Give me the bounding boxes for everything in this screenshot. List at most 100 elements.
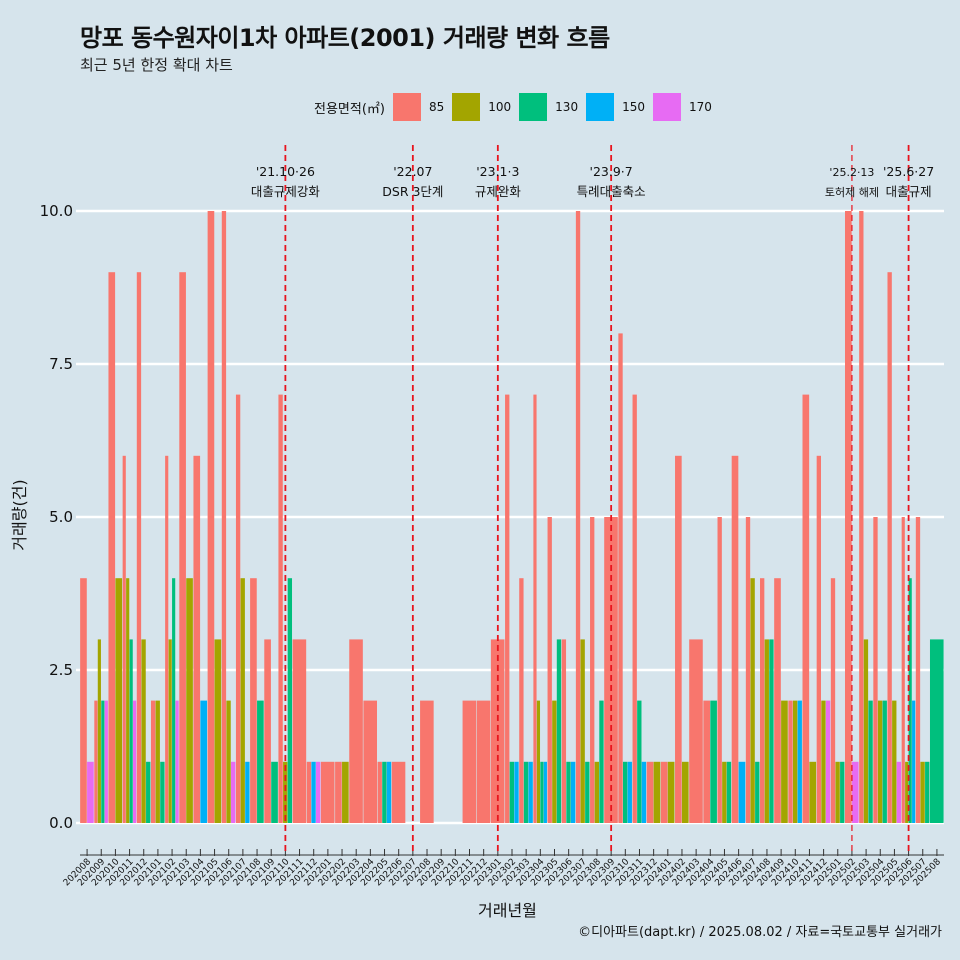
- bar-130-202110: [287, 578, 293, 823]
- bar-85-202308: [590, 517, 595, 823]
- bar-85-202506: [901, 517, 905, 823]
- bar-85-202501: [830, 578, 836, 823]
- bar-100-202110: [283, 761, 288, 823]
- bar-100-202504: [877, 700, 883, 823]
- bar-85-202105: [207, 211, 215, 823]
- legend-swatch: [392, 93, 421, 121]
- bar-170-202112: [316, 761, 321, 823]
- bar-85-202310: [618, 333, 623, 823]
- y-tick-label: 10.0: [40, 202, 73, 220]
- bar-130-202306: [566, 761, 571, 823]
- bar-85-202405: [717, 517, 722, 823]
- bar-130-202307: [585, 761, 590, 823]
- y-axis-title: 거래량(건): [10, 479, 29, 551]
- event-name-label: DSR 3단계: [382, 184, 443, 199]
- legend-label: 100: [488, 100, 512, 114]
- bar-85-202108: [250, 578, 257, 823]
- bar-100-202101: [155, 700, 160, 823]
- bar-150-202410: [797, 700, 802, 823]
- bar-150-202205: [386, 761, 392, 823]
- bar-130-202404: [710, 700, 717, 823]
- legend-label: 85: [428, 100, 445, 114]
- bar-85-202306: [561, 639, 567, 823]
- bar-85-202011: [122, 455, 126, 823]
- bar-170-202011: [133, 700, 137, 823]
- bar-130-202407: [755, 761, 760, 823]
- bar-85-202208: [420, 700, 434, 823]
- bar-100-202405: [722, 761, 727, 823]
- bar-130-202305: [556, 639, 562, 823]
- event-name-label: 토허제 해제: [825, 185, 879, 199]
- bar-130-202102: [172, 578, 176, 823]
- event-name-label: 규제완화: [475, 184, 522, 199]
- bar-130-202009: [101, 700, 105, 823]
- bar-100-202308: [594, 761, 599, 823]
- bar-100-202011: [126, 578, 130, 823]
- bar-100-202410: [792, 700, 798, 823]
- bar-85-202311: [632, 394, 637, 823]
- bar-170-202008: [87, 761, 94, 823]
- bar-170-202106: [231, 761, 236, 823]
- bar-85-202112: [306, 761, 312, 823]
- bar-85-202304: [533, 394, 537, 823]
- bar-150-202506: [912, 700, 916, 823]
- bar-100-202505: [892, 700, 897, 823]
- legend-item: 150: [586, 93, 645, 121]
- bar-150-202104: [200, 700, 208, 823]
- bar-170-202505: [896, 761, 902, 823]
- bar-100-202010: [115, 578, 123, 823]
- bar-85-202104: [193, 455, 201, 823]
- bar-85-202404: [703, 700, 710, 823]
- bar-130-202205: [382, 761, 387, 823]
- bar-85-202312: [646, 761, 654, 823]
- bar-85-202111: [292, 639, 307, 823]
- legend-swatch: [586, 93, 615, 121]
- bar-85-202103: [179, 272, 186, 823]
- chart-title: 망포 동수원자이1차 아파트(2001) 거래량 변화 흐름: [80, 24, 610, 52]
- bar-85-202407: [745, 517, 751, 823]
- bar-100-202506: [905, 761, 909, 823]
- bar-150-202302: [514, 761, 519, 823]
- bar-130-202503: [868, 700, 873, 823]
- bar-85-202109: [264, 639, 271, 823]
- bar-130-202408: [769, 639, 774, 823]
- bar-130-202506: [908, 578, 912, 823]
- bar-100-202412: [821, 700, 826, 823]
- bar-100-202106: [226, 700, 231, 823]
- bar-100-202409: [781, 700, 788, 823]
- bar-85-202502: [844, 211, 852, 823]
- legend-title: 전용면적(㎡): [314, 101, 385, 117]
- event-date-label: '25.2·13: [829, 166, 874, 179]
- y-tick-label: 2.5: [49, 661, 73, 679]
- bar-85-202202: [335, 761, 342, 823]
- bar-130-202308: [599, 700, 604, 823]
- bar-100-202407: [750, 578, 755, 823]
- bar-150-202306: [570, 761, 576, 823]
- bar-85-202203: [349, 639, 363, 823]
- bar-85-202406: [731, 455, 739, 823]
- legend-item: 170: [652, 93, 712, 121]
- y-tick-label: 7.5: [49, 355, 73, 373]
- bar-130-202507: [925, 761, 930, 823]
- bar-130-202109: [271, 761, 278, 823]
- bar-100-202401: [667, 761, 675, 823]
- x-axis-title: 거래년월: [478, 901, 537, 920]
- bar-170-202502: [851, 761, 859, 823]
- bar-85-202402: [675, 455, 682, 823]
- bar-130-202303: [523, 761, 529, 823]
- bar-100-202501: [835, 761, 840, 823]
- bar-85-202302: [505, 394, 510, 823]
- bar-85-202412: [816, 455, 821, 823]
- y-tick-label: 0.0: [49, 814, 73, 832]
- bar-130-202508: [929, 639, 944, 823]
- bar-85-202408: [760, 578, 765, 823]
- bar-85-202201: [320, 761, 335, 823]
- bar-85-202401: [660, 761, 668, 823]
- bar-100-202507: [920, 761, 925, 823]
- bar-150-202107: [245, 761, 250, 823]
- bar-85-202307: [575, 211, 581, 823]
- bar-85-202205: [377, 761, 382, 823]
- bar-85-202008: [80, 578, 87, 823]
- bar-85-202411: [802, 394, 810, 823]
- bar-150-202310: [627, 761, 632, 823]
